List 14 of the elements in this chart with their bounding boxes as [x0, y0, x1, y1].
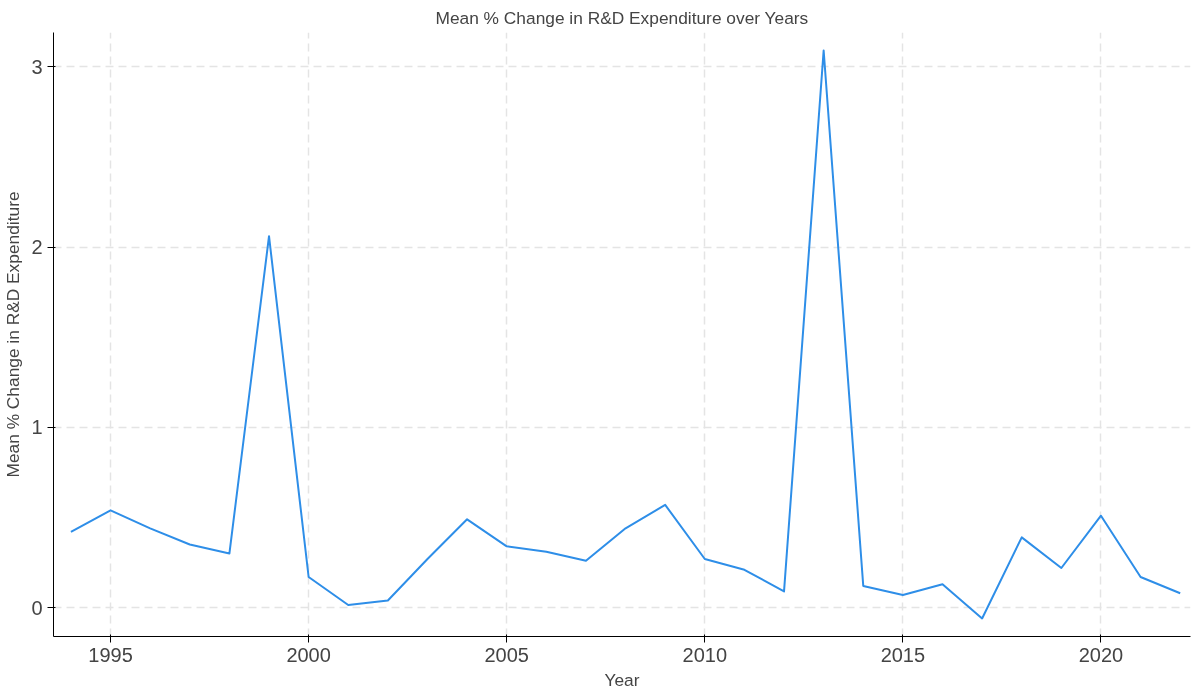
- x-tick-label: 2010: [682, 643, 728, 666]
- x-tick-label: 2015: [880, 643, 926, 666]
- x-axis-title: Year: [604, 669, 640, 690]
- y-tick-label: 2: [31, 236, 43, 259]
- y-tick-label: 0: [31, 596, 43, 619]
- chart-title: Mean % Change in R&D Expenditure over Years: [435, 7, 809, 28]
- x-tick-label: 1995: [88, 643, 133, 666]
- y-tick-label: 3: [31, 55, 43, 78]
- x-tick-label: 2020: [1078, 643, 1124, 666]
- x-tick-label: 2000: [286, 643, 331, 666]
- y-tick-label: 1: [31, 416, 43, 439]
- line-series: [69, 49, 1182, 620]
- y-axis-title: Mean % Change in R&D Expenditure: [3, 191, 24, 478]
- x-tick-label: 2005: [484, 643, 529, 666]
